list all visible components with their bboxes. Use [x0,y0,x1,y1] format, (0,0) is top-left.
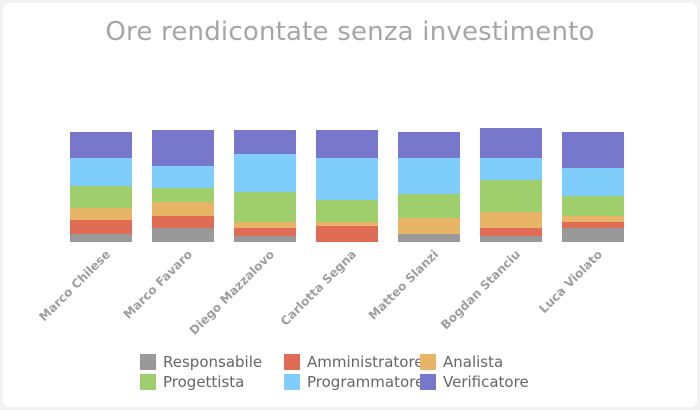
bar-segment-progettista-1[interactable] [70,186,132,208]
legend-item-responsabile[interactable]: Responsabile [140,352,262,372]
legend-label: Progettista [163,373,245,391]
bar-segment-analista-6[interactable] [480,212,542,228]
bar-segment-responsabile-5[interactable] [398,234,460,242]
legend-item-progettista[interactable]: Progettista [140,372,244,392]
bar-segment-analista-5[interactable] [398,218,460,234]
bar-segment-amministratore-1[interactable] [70,220,132,234]
bar-segment-amministratore-7[interactable] [562,222,624,228]
legend-label: Verificatore [443,373,529,391]
legend-swatch [420,354,436,370]
bar-segment-verificatore-5[interactable] [398,132,460,158]
legend-label: Responsabile [163,353,263,371]
bar-segment-analista-2[interactable] [152,202,214,216]
bar-segment-verificatore-3[interactable] [234,130,296,154]
bar-segment-verificatore-1[interactable] [70,132,132,158]
legend-swatch [140,374,156,390]
bar-segment-programmatore-3[interactable] [234,154,296,192]
bar-segment-amministratore-4[interactable] [316,226,378,242]
bar-segment-analista-7[interactable] [562,216,624,222]
bar-segment-amministratore-3[interactable] [234,228,296,236]
bar-segment-verificatore-7[interactable] [562,132,624,168]
bar-segment-programmatore-1[interactable] [70,158,132,186]
legend-item-analista[interactable]: Analista [420,352,503,372]
legend-label: Analista [443,353,504,371]
bar-segment-progettista-6[interactable] [480,180,542,212]
chart-title: Ore rendicontate senza investimento [105,17,595,47]
bar-segment-programmatore-7[interactable] [562,168,624,196]
bar-segment-programmatore-5[interactable] [398,158,460,194]
bar-segment-amministratore-2[interactable] [152,216,214,228]
bar-segment-responsabile-6[interactable] [480,236,542,242]
legend-label: Programmatore [307,373,425,391]
legend-swatch [420,374,436,390]
bar-segment-responsabile-3[interactable] [234,236,296,242]
legend-item-amministratore[interactable]: Amministratore [284,352,424,372]
bar-segment-progettista-3[interactable] [234,192,296,222]
legend-label: Amministratore [307,353,424,371]
legend-swatch [284,374,300,390]
bar-segment-analista-3[interactable] [234,222,296,228]
x-tick-label: Carlotta Segna [278,247,359,328]
bar-segment-programmatore-4[interactable] [316,158,378,200]
bar-segment-analista-4[interactable] [316,222,378,226]
bar-segment-responsabile-1[interactable] [70,234,132,242]
x-tick-label: Marco Favaro [121,247,195,321]
x-tick-label: Bogdan Stanciu [438,247,523,332]
x-tick-label: Marco Chilese [36,247,113,324]
bar-segment-progettista-5[interactable] [398,194,460,218]
bar-segment-progettista-4[interactable] [316,200,378,222]
bar-segment-progettista-2[interactable] [152,188,214,202]
legend-item-programmatore[interactable]: Programmatore [284,372,424,392]
bar-segment-programmatore-2[interactable] [152,166,214,188]
x-tick-label: Luca Violato [536,247,605,316]
x-tick-label: Matteo Slanzi [366,247,441,322]
legend-swatch [140,354,156,370]
bar-segment-progettista-7[interactable] [562,196,624,216]
bar-segment-verificatore-4[interactable] [316,130,378,158]
chart-card: Ore rendicontate senza investimento Marc… [3,3,697,407]
legend-swatch [284,354,300,370]
bar-segment-analista-1[interactable] [70,208,132,220]
bar-segment-programmatore-6[interactable] [480,158,542,180]
bar-segment-amministratore-6[interactable] [480,228,542,236]
bar-segment-verificatore-6[interactable] [480,128,542,158]
bar-segment-responsabile-7[interactable] [562,228,624,242]
bar-segment-responsabile-2[interactable] [152,228,214,242]
x-tick-label: Diego Mazzalovo [187,247,277,337]
bar-segment-verificatore-2[interactable] [152,130,214,166]
legend-item-verificatore[interactable]: Verificatore [420,372,529,392]
